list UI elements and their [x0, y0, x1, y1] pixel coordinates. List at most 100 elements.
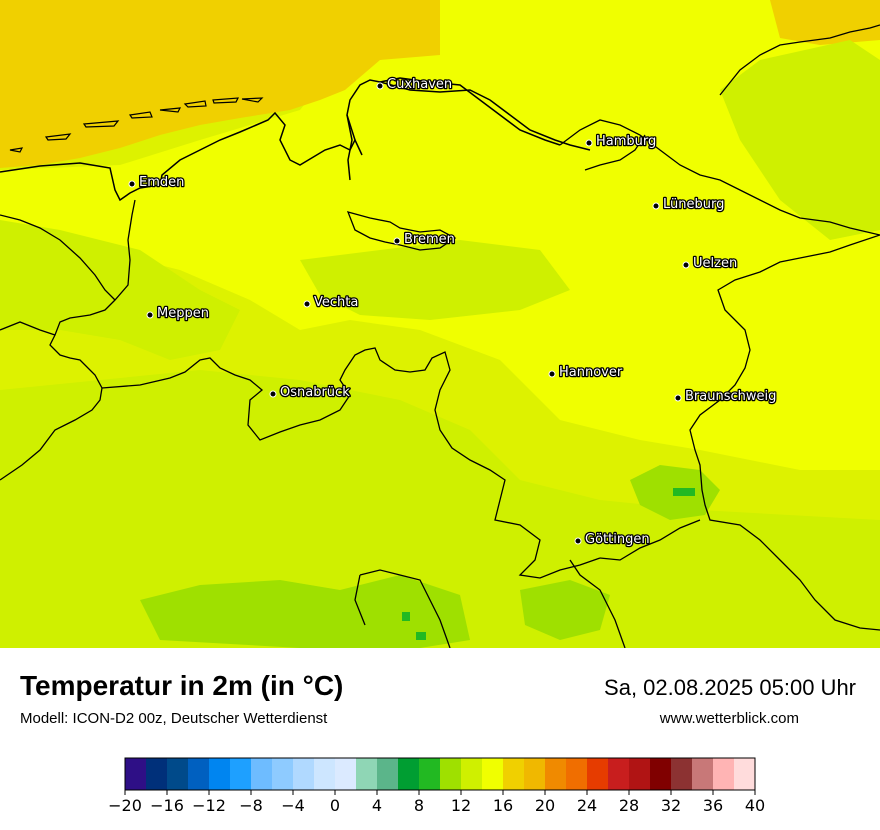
colorbar-swatch [440, 758, 462, 790]
city-dot [652, 202, 660, 210]
city-label: Emden [139, 175, 184, 190]
green-spot [673, 488, 695, 496]
colorbar-swatch [566, 758, 588, 790]
colorbar-swatch [230, 758, 252, 790]
colorbar-frame [124, 757, 756, 791]
cold-region-southwest [140, 575, 470, 648]
website-link[interactable]: www.wetterblick.com [659, 710, 799, 727]
colorbar-swatch [650, 758, 672, 790]
colorbar-tick-label: 16 [493, 796, 513, 815]
colorbar-swatch [713, 758, 735, 790]
colorbar-tick-label: −4 [281, 796, 305, 815]
city-dot [548, 370, 556, 378]
border-schleswig [719, 24, 880, 96]
colorbar-swatch [587, 758, 609, 790]
border-east [689, 234, 880, 631]
coastline [0, 77, 561, 202]
city-label: Cuxhaven [387, 77, 452, 92]
city-label: Vechta [314, 295, 358, 310]
forecast-datetime: Sa, 02.08.2025 05:00 Uhr [604, 675, 856, 700]
city-dot [146, 311, 154, 319]
cool-region-east [720, 40, 880, 240]
colorbar-swatch [314, 758, 336, 790]
colorbar-ticks: −20 −16 −12 −8 −4 0 4 8 12 16 20 24 28 32 36 40 [108, 790, 765, 815]
colorbar-tick-label: −16 [150, 796, 184, 815]
colorbar-tick-label: 32 [661, 796, 681, 815]
border-nrw [0, 321, 601, 579]
green-spot [416, 632, 426, 640]
colorbar-swatch [356, 758, 378, 790]
city-dot [674, 394, 682, 402]
border-bremen [346, 211, 457, 251]
colorbar-swatch [398, 758, 420, 790]
city-label: Braunschweig [685, 389, 776, 404]
colorbar-swatch [419, 758, 441, 790]
temperature-colorbar: −20 −16 −12 −8 −4 0 4 8 12 16 20 24 28 32 36 40 [108, 757, 765, 815]
city-dot [128, 180, 136, 188]
sea-region-ne [770, 0, 880, 45]
border-north [559, 119, 880, 236]
city-label: Lüneburg [663, 197, 724, 212]
warm-region [0, 0, 880, 470]
weser-estuary [346, 114, 363, 181]
frisian-islands [9, 97, 264, 153]
colorbar-swatch [482, 758, 504, 790]
border-netherlands [0, 199, 136, 481]
city-dot [376, 82, 384, 90]
city-dot [269, 390, 277, 398]
colorbar-tick-label: 36 [703, 796, 723, 815]
colorbar-swatch [461, 758, 483, 790]
map-subtitle: Modell: ICON-D2 00z, Deutscher Wetterdie… [20, 710, 328, 727]
colorbar-tick-label: 0 [330, 796, 340, 815]
city-dot [574, 537, 582, 545]
colorbar-swatch [524, 758, 546, 790]
map-title: Temperatur in 2m (in °C) [20, 670, 344, 701]
colorbar-swatch [167, 758, 189, 790]
colorbar-swatch [692, 758, 714, 790]
city-label: Meppen [157, 306, 209, 321]
colorbar-tick-label: −8 [239, 796, 263, 815]
city-dot [393, 237, 401, 245]
colorbar-swatch [293, 758, 315, 790]
city-label: Uelzen [693, 256, 737, 271]
border-hamburg [584, 134, 646, 171]
cool-region-west [0, 220, 240, 360]
city-dot [303, 300, 311, 308]
city-markers: Cuxhaven Hamburg Emden Lüneburg Bremen Uelzen… [128, 76, 778, 548]
colorbar-swatch [188, 758, 210, 790]
city-label: Hannover [559, 365, 623, 380]
colorbar-swatch [335, 758, 357, 790]
colorbar-swatch [377, 758, 399, 790]
colorbar-swatch [629, 758, 651, 790]
colorbar-swatch [734, 758, 756, 790]
cool-region-center [300, 240, 570, 320]
cold-region-south-east [520, 580, 610, 640]
colorbar-swatches [124, 757, 756, 791]
temperature-map: Cuxhaven Hamburg Emden Lüneburg Bremen Uelzen… [0, 0, 880, 648]
colorbar-tick-label: 12 [451, 796, 471, 815]
colorbar-swatch [671, 758, 693, 790]
colorbar-swatch [125, 758, 147, 790]
city-label: Osnabrück [280, 385, 350, 400]
colorbar-tick-label: 40 [745, 796, 765, 815]
border-south-east [569, 519, 701, 648]
city-dot [585, 139, 593, 147]
colorbar-swatch [272, 758, 294, 790]
colorbar-tick-label: 28 [619, 796, 639, 815]
colorbar-tick-label: −12 [192, 796, 226, 815]
city-dot [682, 261, 690, 269]
colorbar-swatch [146, 758, 168, 790]
colorbar-tick-label: 20 [535, 796, 555, 815]
colorbar-tick-label: −20 [108, 796, 142, 815]
colorbar-tick-label: 24 [577, 796, 597, 815]
colorbar-swatch [503, 758, 525, 790]
colorbar-swatch [251, 758, 273, 790]
city-label: Göttingen [585, 532, 650, 547]
colorbar-swatch [209, 758, 231, 790]
city-label: Bremen [404, 232, 455, 247]
colorbar-tick-label: 4 [372, 796, 382, 815]
border-west-inner [0, 214, 116, 301]
colorbar-swatch [545, 758, 567, 790]
cool-region-south [0, 370, 880, 648]
border-hessen [354, 569, 451, 648]
